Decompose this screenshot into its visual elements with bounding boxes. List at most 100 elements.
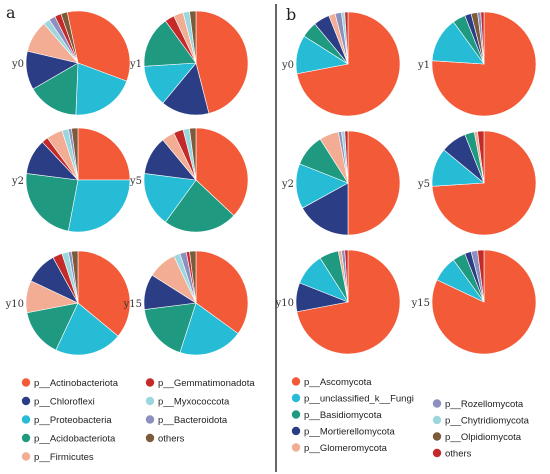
legend-marker	[21, 452, 31, 461]
legend-marker	[432, 415, 442, 425]
legend-label: p__Bacteroidota	[158, 415, 228, 426]
pie-b-y5: y5	[417, 130, 537, 236]
pie-slice-p-acidobacteriota	[25, 173, 79, 232]
pie-slice-p-actinobacteriota	[195, 10, 249, 114]
pie-label: y0	[281, 60, 294, 71]
legend-marker	[145, 396, 155, 406]
pie-slice-p-acidobacteriota	[144, 302, 197, 353]
pie-slice-others	[344, 249, 349, 303]
pie-label: y1	[417, 60, 430, 71]
pie-slice-others	[344, 130, 349, 184]
pie-slice-p-acidobacteriota	[32, 62, 79, 116]
legend-label: p__Gemmatimonadota	[158, 378, 255, 389]
legend-label: others	[445, 449, 472, 460]
pie-b-y15: y15	[411, 249, 537, 355]
pie-slice-p-acidobacteriota	[143, 20, 197, 67]
legend-marker	[432, 399, 442, 408]
legend-marker	[145, 433, 155, 443]
pie-a-y5: y5	[129, 127, 249, 233]
pie-a-y0: y0	[11, 10, 131, 116]
pie-a-y10: y10	[5, 250, 131, 356]
pie-b-y2: y2	[281, 130, 401, 236]
pie-slice-p-chloroflexi	[162, 62, 210, 116]
pie-slice-p-proteobacteria	[55, 302, 119, 356]
pie-label: y0	[11, 59, 24, 70]
legend-label: p__Acidobacteriota	[34, 434, 116, 445]
legend-marker	[145, 378, 155, 387]
legend-b: p__Ascomycota p__unclassified_k__Fungi p__…	[291, 377, 530, 460]
legend-marker	[21, 378, 31, 387]
legend-label: p__Mortierellomycota	[304, 427, 396, 438]
legend-label: p__Olpidiomycota	[445, 432, 522, 443]
pie-slice-p-actinobacteriota	[77, 250, 131, 337]
pie-a-y2: y2	[11, 127, 131, 233]
pie-slice-p-proteobacteria	[179, 302, 239, 356]
pie-slice-p-proteobacteria	[143, 173, 197, 223]
pie-slice-p-proteobacteria	[67, 179, 131, 233]
pie-slice-p-ascomycota	[347, 130, 401, 236]
legend-marker	[291, 410, 301, 419]
legend-label: p__Basidiomycota	[304, 410, 382, 421]
pie-label: y2	[281, 179, 294, 190]
pie-a-y1: y1	[129, 10, 249, 116]
pie-slice-p-mortierellomycota	[302, 182, 349, 236]
pie-slice-others	[60, 11, 79, 64]
legend-label: p__Myxococcota	[158, 397, 230, 408]
legend-label: p__Actinobacteriota	[34, 378, 119, 389]
pie-label: y5	[417, 179, 430, 190]
legend-label: p__Proteobacteria	[34, 415, 112, 426]
pie-slice-p-actinobacteriota	[195, 127, 249, 217]
pie-slice-p-actinobacteriota	[77, 127, 131, 181]
legend-marker	[291, 393, 301, 403]
pie-label: y10	[5, 299, 24, 310]
pie-slice-others	[480, 11, 485, 65]
pie-slice-others	[189, 127, 197, 181]
pie-label: y10	[275, 298, 294, 309]
pie-slice-p-ascomycota	[431, 249, 537, 355]
pie-slice-p-actinobacteriota	[66, 10, 131, 82]
pie-label: y5	[129, 176, 142, 187]
pie-slice-p-proteobacteria	[75, 62, 128, 116]
legend-label: p__unclassified_k__Fungi	[304, 394, 414, 405]
legend-marker	[21, 433, 31, 443]
pies-layer: y0 y1 y2 y5 y10 y15 y0 y1 y2 y5 y10 y15	[5, 10, 537, 356]
legend-label: p__Firmicutes	[34, 452, 94, 463]
pie-slice-others	[344, 11, 349, 65]
legend-marker	[21, 396, 31, 406]
legend-label: p__Glomeromycota	[304, 443, 388, 454]
legends-layer: p__Actinobacteriota p__Chloroflexi p__Prot…	[21, 377, 530, 463]
pie-slice-others	[477, 249, 485, 303]
legend-label: p__Chytridiomycota	[445, 416, 530, 427]
pie-label: y1	[129, 59, 142, 70]
pie-slice-p-acidobacteriota	[26, 302, 79, 351]
pie-slice-others	[71, 250, 79, 304]
pie-label: y2	[11, 176, 24, 187]
legend-label: p__Chloroflexi	[34, 397, 95, 408]
pie-label: y15	[123, 299, 142, 310]
pie-slice-others	[71, 127, 79, 181]
legend-marker	[291, 377, 301, 386]
pie-slice-others	[189, 10, 197, 64]
legend-label: p__Ascomycota	[304, 377, 372, 388]
legend-marker	[145, 415, 155, 424]
legend-marker	[291, 443, 301, 452]
pie-b-y0: y0	[281, 11, 401, 117]
legend-marker	[432, 432, 442, 441]
pie-slice-others	[477, 130, 485, 184]
panel-label-a: a	[6, 3, 16, 22]
pie-b-y10: y10	[275, 249, 401, 355]
legend-marker	[432, 448, 442, 458]
pie-a-y15: y15	[123, 250, 249, 356]
pie-label: y15	[411, 298, 430, 309]
pie-slice-p-acidobacteriota	[165, 179, 235, 233]
legend-label: others	[158, 434, 185, 445]
pie-slice-p-actinobacteriota	[195, 250, 249, 334]
legend-marker	[21, 415, 31, 424]
pie-b-y1: y1	[417, 11, 537, 117]
legend-marker	[291, 426, 301, 436]
pie-slice-others	[189, 250, 197, 304]
panel-label-b: b	[286, 5, 296, 24]
legend-label: p__Rozellomycota	[445, 399, 524, 410]
legend-a: p__Actinobacteriota p__Chloroflexi p__Prot…	[21, 378, 255, 463]
